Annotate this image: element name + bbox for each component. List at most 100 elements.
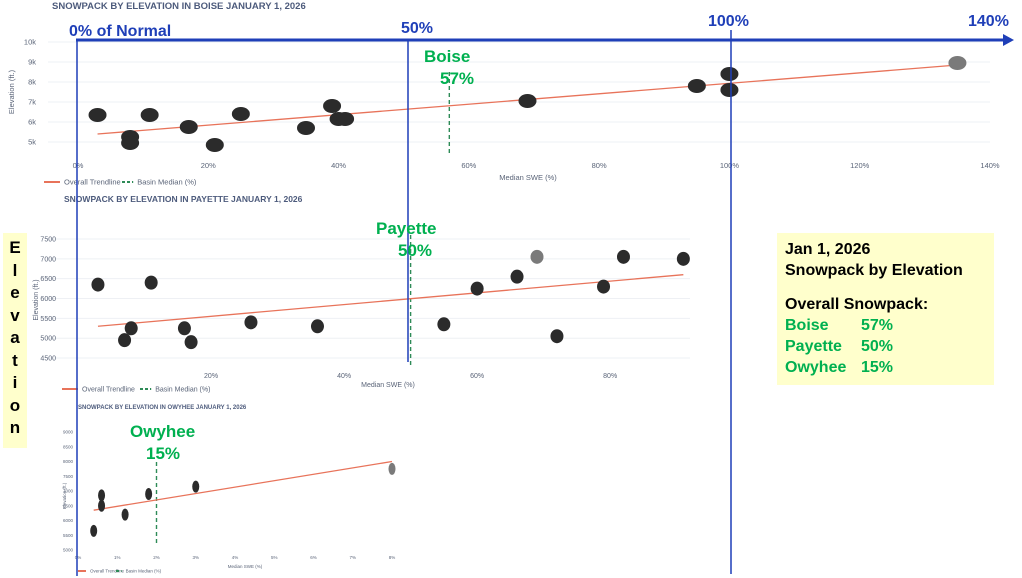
scale-label-zero: 0% of Normal xyxy=(69,23,171,40)
summary-row: Owyhee 15% xyxy=(785,357,986,378)
summary-subtitle: Snowpack by Elevation xyxy=(785,262,963,279)
percent-scale-overlay: 0% of Normal 50% 100% 140% xyxy=(69,13,1014,576)
elevation-letter: e xyxy=(10,283,20,302)
x-axis-label: Median SWE (%) xyxy=(361,382,415,389)
summary-basin-name: Owyhee xyxy=(785,359,847,376)
elevation-letter: E xyxy=(9,238,21,257)
data-point xyxy=(518,94,537,108)
summary-row: Boise 57% xyxy=(785,315,986,336)
summary-basin-pct: 50% xyxy=(861,338,894,355)
legend-label-trendline: Overall Trendline xyxy=(64,178,121,187)
data-point xyxy=(144,275,158,290)
scale-label-onefourty: 140% xyxy=(968,13,1009,30)
boise-callout-name: Boise xyxy=(424,47,470,66)
y-tick-label: 6000 xyxy=(40,296,56,303)
scale-arrow-head xyxy=(1003,34,1014,46)
scale-label-hundred: 100% xyxy=(708,13,749,30)
x-tick-label: 20% xyxy=(201,161,216,170)
data-point xyxy=(244,315,258,330)
data-point xyxy=(720,67,739,81)
data-point xyxy=(948,56,967,70)
x-tick-label: 80% xyxy=(592,161,607,170)
data-point xyxy=(177,321,191,336)
y-tick-label: 7k xyxy=(28,98,36,107)
legend-label-median: Basin Median (%) xyxy=(137,178,197,187)
boise-callout-pct: 57% xyxy=(440,69,474,88)
y-tick-label: 7000 xyxy=(40,256,56,263)
summary-date: Jan 1, 2026 xyxy=(785,241,871,258)
x-axis-label: Median SWE (%) xyxy=(228,564,263,569)
summary-basin-name: Boise xyxy=(785,317,829,334)
x-tick-label: 1% xyxy=(114,555,121,560)
x-tick-label: 120% xyxy=(850,161,870,170)
x-tick-label: 100% xyxy=(720,161,740,170)
trendline xyxy=(93,460,393,511)
data-point xyxy=(530,249,544,264)
data-point xyxy=(121,136,140,150)
data-point xyxy=(616,249,630,264)
x-tick-label: 6% xyxy=(310,555,317,560)
y-tick-label: 9k xyxy=(28,58,36,67)
x-tick-label: 2% xyxy=(153,555,160,560)
data-point xyxy=(179,120,198,134)
boise-chart: SNOWPACK BY ELEVATION IN BOISE JANUARY 1… xyxy=(7,1,1000,187)
data-point xyxy=(687,79,706,93)
x-tick-label: 8% xyxy=(389,555,396,560)
chart-title: SNOWPACK BY ELEVATION IN BOISE JANUARY 1… xyxy=(52,1,306,12)
y-tick-label: 10k xyxy=(24,38,36,47)
y-tick-label: 7500 xyxy=(63,474,74,479)
x-tick-label: 40% xyxy=(331,161,346,170)
y-tick-label: 5500 xyxy=(63,533,74,538)
elevation-letter: i xyxy=(12,373,18,392)
elevation-letter: a xyxy=(10,328,20,347)
x-tick-label: 40% xyxy=(337,373,351,380)
payette-callout-name: Payette xyxy=(376,219,436,238)
scale-label-fifty: 50% xyxy=(401,20,433,37)
data-point xyxy=(323,99,342,113)
y-tick-label: 6000 xyxy=(63,518,74,523)
y-tick-label: 7000 xyxy=(63,489,74,494)
summary-basin-pct: 15% xyxy=(861,359,894,376)
legend-label-trendline: Overall Trendline xyxy=(90,569,125,574)
legend-label-median: Basin Median (%) xyxy=(126,569,162,574)
data-point xyxy=(145,487,153,500)
y-tick-label: 8500 xyxy=(63,444,74,449)
legend-label-trendline: Overall Trendline xyxy=(82,386,135,393)
data-point xyxy=(90,524,98,537)
y-tick-label: 5000 xyxy=(40,336,56,343)
x-tick-label: 4% xyxy=(232,555,239,560)
payette-callout-pct: 50% xyxy=(398,241,432,260)
x-tick-label: 20% xyxy=(204,373,218,380)
data-point xyxy=(124,321,138,336)
data-point xyxy=(192,480,200,493)
data-point xyxy=(118,333,132,348)
data-point xyxy=(437,317,451,332)
data-point xyxy=(470,281,484,296)
data-point xyxy=(184,335,198,350)
y-tick-label: 8k xyxy=(28,78,36,87)
y-tick-label: 5500 xyxy=(40,316,56,323)
x-axis-label: Median SWE (%) xyxy=(499,173,557,182)
x-tick-label: 7% xyxy=(349,555,356,560)
y-tick-label: 6500 xyxy=(40,276,56,283)
x-tick-label: 5% xyxy=(271,555,278,560)
y-tick-label: 6500 xyxy=(63,503,74,508)
elevation-letter: l xyxy=(12,260,18,280)
x-tick-label: 60% xyxy=(470,373,484,380)
x-tick-label: 0% xyxy=(73,161,84,170)
y-axis-label: Elevation (ft.) xyxy=(7,69,16,114)
y-tick-label: 4500 xyxy=(40,355,56,362)
data-point xyxy=(91,277,105,292)
data-point xyxy=(510,269,524,284)
data-point xyxy=(88,108,107,122)
data-point xyxy=(720,83,739,97)
chart-title: SNOWPACK BY ELEVATION IN PAYETTE JANUARY… xyxy=(64,194,303,204)
y-tick-label: 7500 xyxy=(40,236,56,243)
y-tick-label: 5k xyxy=(28,138,36,147)
owyhee-callout-pct: 15% xyxy=(146,444,180,463)
y-tick-label: 8000 xyxy=(63,459,74,464)
data-point xyxy=(336,112,355,126)
chart-title: SNOWPACK BY ELEVATION IN OWYHEE JANUARY … xyxy=(78,405,247,411)
data-point xyxy=(205,138,224,152)
